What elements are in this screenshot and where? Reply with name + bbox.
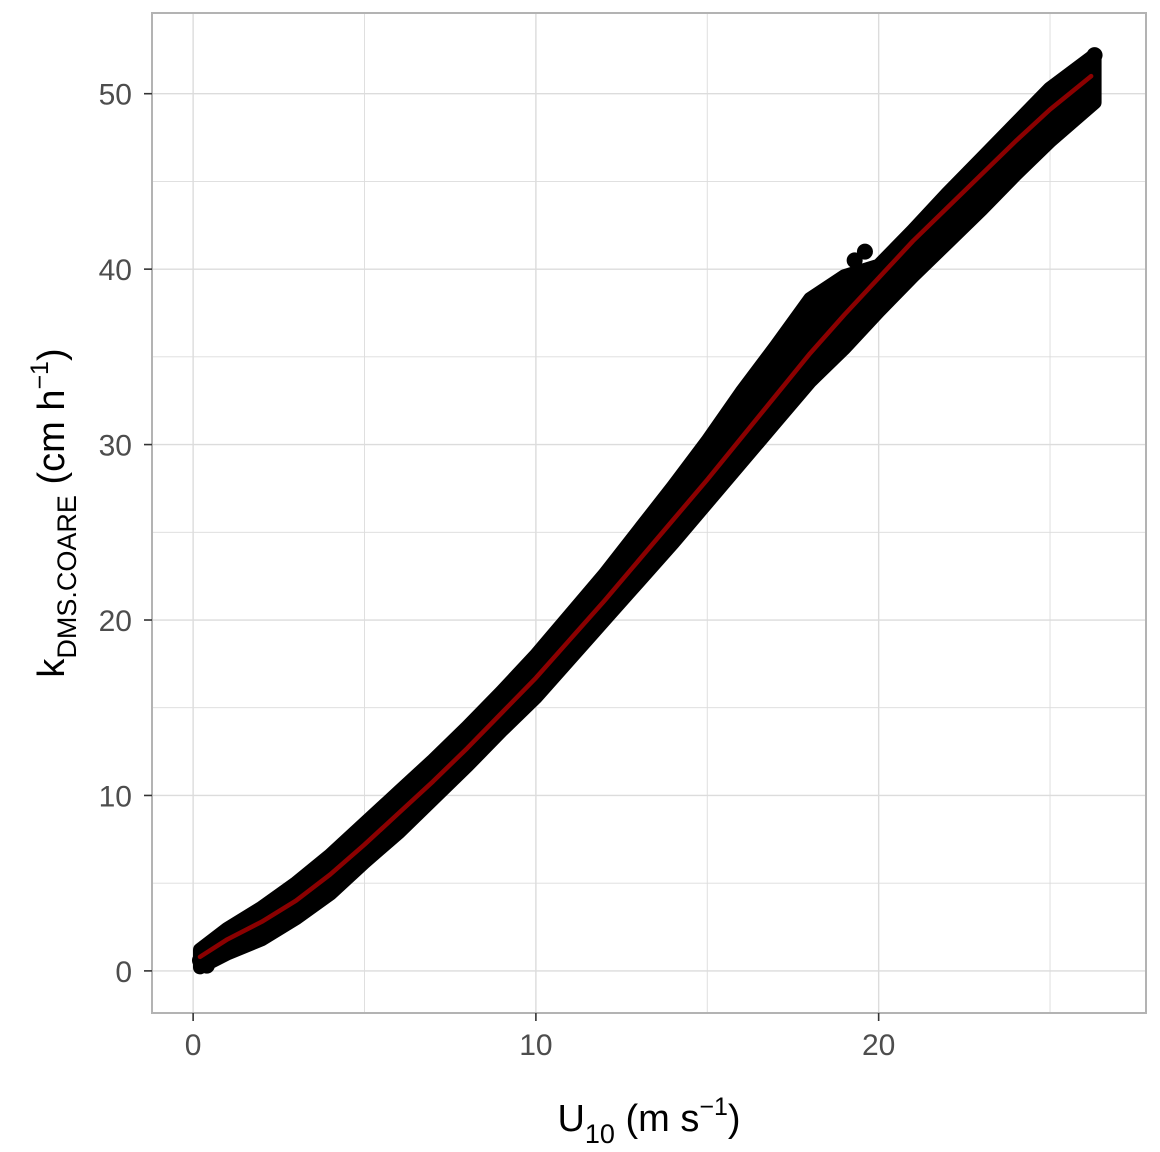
fit-line: [197, 73, 1094, 960]
x-tick-label: 20: [862, 1029, 895, 1062]
data-point: [596, 580, 613, 597]
x-tick-label: 0: [185, 1029, 202, 1062]
y-tick-label: 30: [99, 430, 132, 463]
y-axis-title-base: k: [31, 658, 73, 678]
data-point: [802, 305, 819, 321]
x-axis-title-sup: −1: [699, 1093, 728, 1121]
data-point: [870, 287, 887, 304]
y-axis-title-sub: DMS.COARE: [52, 495, 82, 659]
y-axis-title-sup: −1: [26, 361, 54, 390]
y-axis-title: kDMS.COARE (cm h−1): [26, 348, 82, 677]
x-axis-title-rest: (m s: [615, 1098, 699, 1140]
data-point: [856, 243, 873, 260]
x-axis-title-close: ): [728, 1098, 741, 1140]
data-point: [1086, 47, 1103, 64]
data-point: [904, 247, 921, 264]
y-tick-label: 40: [99, 254, 132, 287]
fit-line-group: [197, 73, 1094, 960]
y-axis-ticks: 0 10 20 30 40 50: [99, 79, 152, 989]
y-axis-title-close: ): [31, 348, 73, 361]
data-point: [767, 366, 784, 383]
x-axis-title: U10 (m s−1): [557, 1093, 740, 1149]
data-point: [699, 454, 716, 471]
data-point: [836, 269, 853, 286]
data-point: [733, 410, 750, 427]
data-point: [664, 497, 681, 514]
y-tick-label: 20: [99, 605, 132, 638]
x-axis-title-base: U: [557, 1098, 584, 1140]
data-point: [198, 957, 215, 974]
x-axis-title-sub: 10: [585, 1119, 615, 1149]
panel-border: [151, 12, 1147, 1014]
data-point: [1007, 129, 1024, 146]
y-axis-title-rest: (cm h: [31, 390, 73, 496]
y-tick-label: 50: [99, 79, 132, 112]
y-tick-label: 0: [115, 956, 132, 989]
y-tick-label: 10: [99, 780, 132, 813]
data-point: [1076, 59, 1093, 76]
x-tick-label: 10: [519, 1029, 552, 1062]
x-axis-ticks: 0 10 20: [185, 1013, 895, 1062]
